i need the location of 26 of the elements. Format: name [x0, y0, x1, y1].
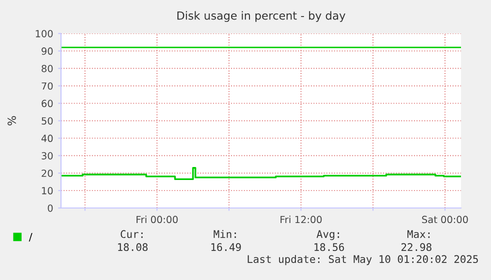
text: Cur: — [120, 230, 143, 238]
x-tick-label: Sat 00:00 — [422, 216, 468, 224]
text: 18.08 — [118, 243, 148, 252]
y-tick-label: 10 — [42, 187, 53, 194]
legend-label: / — [28, 232, 32, 242]
y-tick-label: 30 — [42, 152, 53, 160]
y-tick-label: 60 — [42, 100, 53, 108]
x-tick-label: Fri 12:00 — [280, 216, 322, 224]
text: Avg: — [316, 230, 340, 240]
y-tick-label: 70 — [42, 82, 53, 90]
y-tick-label: 80 — [42, 64, 53, 72]
text: Max: — [407, 230, 430, 238]
text: Min: — [214, 230, 236, 238]
text: 18.56 — [314, 243, 344, 252]
text: 22.98 — [401, 243, 432, 252]
text: Last update: Sat May 10 01:20:02 2025 — [248, 254, 478, 266]
y-tick-label: 20 — [42, 170, 53, 177]
y-tick-label: 40 — [41, 134, 53, 142]
y-tick-label: 90 — [42, 47, 53, 55]
y-axis-title: % — [8, 116, 16, 126]
y-tick-label: 0 — [48, 204, 53, 212]
text: 16.49 — [211, 243, 241, 252]
x-tick-label: Fri 00:00 — [136, 216, 178, 224]
y-tick-label: 50 — [42, 117, 53, 125]
chart-title: Disk usage in percent - by day — [177, 11, 346, 22]
y-tick-label: 100 — [36, 30, 53, 38]
